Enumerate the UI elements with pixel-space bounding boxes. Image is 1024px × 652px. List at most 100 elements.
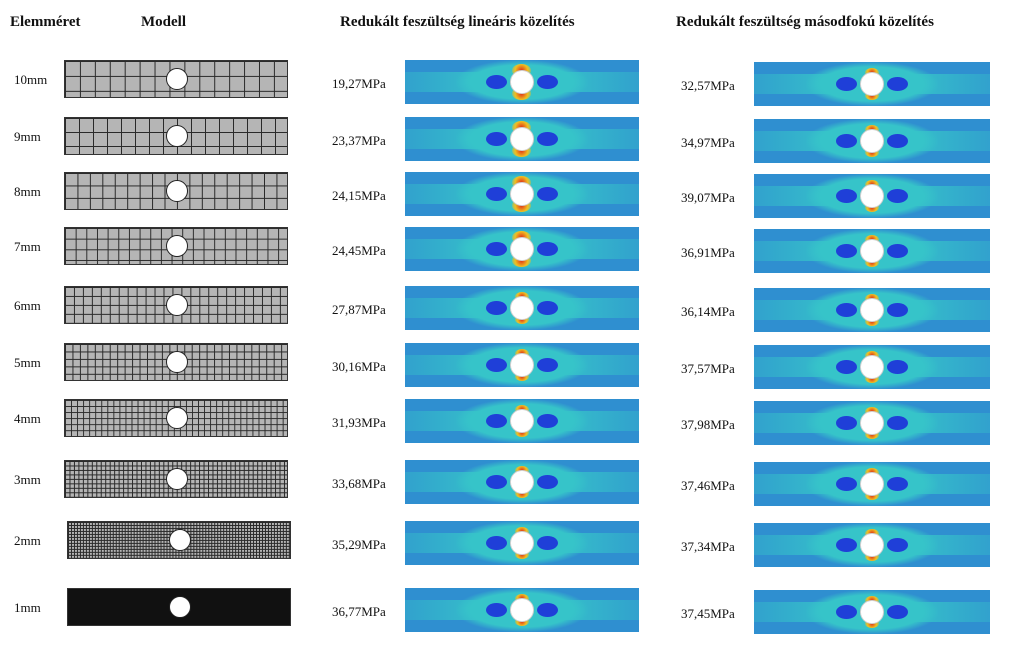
mesh-model [64, 117, 288, 155]
linear-stress-value: 27,87MPa [332, 302, 386, 317]
mesh-model [64, 343, 288, 381]
low-stress-lobe [537, 131, 559, 147]
low-stress-lobe [537, 74, 559, 90]
low-stress-lobe [887, 359, 909, 375]
plate-hole [860, 72, 884, 96]
low-stress-lobe [485, 413, 507, 429]
element-size-label: 8mm [14, 184, 41, 199]
low-stress-lobe [537, 357, 559, 373]
low-stress-lobe [537, 474, 559, 490]
linear-stress-plot [405, 227, 639, 271]
linear-stress-value: 24,45MPa [332, 243, 386, 258]
plate-hole [510, 182, 534, 206]
linear-stress-plot [405, 399, 639, 443]
plate-hole [510, 353, 534, 377]
plate-hole [860, 184, 884, 208]
low-stress-lobe [887, 133, 909, 149]
low-stress-lobe [485, 241, 507, 257]
linear-stress-value: 24,15MPa [332, 188, 386, 203]
plate-hole [860, 472, 884, 496]
mesh-model [67, 588, 291, 626]
low-stress-lobe [537, 241, 559, 257]
element-size-label: 1mm [14, 600, 41, 615]
mesh-model [64, 227, 288, 265]
low-stress-lobe [485, 535, 507, 551]
low-stress-lobe [537, 535, 559, 551]
header-element-size: Elemméret [10, 14, 81, 30]
mesh-hole [169, 529, 191, 551]
plate-hole [860, 411, 884, 435]
low-stress-lobe [537, 300, 559, 316]
low-stress-lobe [835, 359, 857, 375]
low-stress-lobe [537, 186, 559, 202]
quadratic-stress-value: 37,98MPa [681, 417, 735, 432]
low-stress-lobe [485, 300, 507, 316]
mesh-hole [166, 294, 188, 316]
plate-hole [860, 600, 884, 624]
quadratic-stress-value: 37,57MPa [681, 361, 735, 376]
plate-hole [510, 470, 534, 494]
low-stress-lobe [887, 415, 909, 431]
low-stress-lobe [887, 302, 909, 318]
low-stress-lobe [835, 302, 857, 318]
low-stress-lobe [887, 476, 909, 492]
quadratic-stress-plot [754, 229, 990, 273]
low-stress-lobe [887, 537, 909, 553]
plate-hole [860, 239, 884, 263]
low-stress-lobe [485, 131, 507, 147]
linear-stress-plot [405, 343, 639, 387]
header-model: Modell [141, 14, 186, 30]
quadratic-stress-plot [754, 345, 990, 389]
plate-hole [860, 355, 884, 379]
linear-stress-plot [405, 521, 639, 565]
linear-stress-plot [405, 588, 639, 632]
mesh-hole [166, 407, 188, 429]
low-stress-lobe [485, 602, 507, 618]
mesh-model [64, 60, 288, 98]
linear-stress-value: 33,68MPa [332, 476, 386, 491]
low-stress-lobe [835, 476, 857, 492]
mesh-hole [166, 468, 188, 490]
quadratic-stress-value: 36,14MPa [681, 304, 735, 319]
mesh-hole [169, 596, 191, 618]
element-size-label: 3mm [14, 472, 41, 487]
plate-hole [860, 533, 884, 557]
plate-hole [860, 129, 884, 153]
linear-stress-plot [405, 60, 639, 104]
low-stress-lobe [835, 188, 857, 204]
low-stress-lobe [485, 474, 507, 490]
mesh-hole [166, 351, 188, 373]
linear-stress-value: 36,77MPa [332, 604, 386, 619]
quadratic-stress-plot [754, 288, 990, 332]
low-stress-lobe [887, 243, 909, 259]
linear-stress-value: 19,27MPa [332, 76, 386, 91]
quadratic-stress-value: 32,57MPa [681, 78, 735, 93]
header-linear: Redukált feszültség lineáris közelítés [340, 14, 575, 30]
plate-hole [510, 409, 534, 433]
low-stress-lobe [537, 413, 559, 429]
mesh-model [64, 399, 288, 437]
mesh-hole [166, 180, 188, 202]
quadratic-stress-value: 37,34MPa [681, 539, 735, 554]
quadratic-stress-plot [754, 462, 990, 506]
linear-stress-plot [405, 286, 639, 330]
low-stress-lobe [887, 76, 909, 92]
linear-stress-plot [405, 117, 639, 161]
mesh-hole [166, 125, 188, 147]
quadratic-stress-plot [754, 174, 990, 218]
linear-stress-plot [405, 460, 639, 504]
mesh-hole [166, 235, 188, 257]
low-stress-lobe [835, 537, 857, 553]
linear-stress-plot [405, 172, 639, 216]
linear-stress-value: 30,16MPa [332, 359, 386, 374]
quadratic-stress-plot [754, 62, 990, 106]
element-size-label: 10mm [14, 72, 48, 87]
low-stress-lobe [485, 357, 507, 373]
low-stress-lobe [485, 74, 507, 90]
plate-hole [510, 598, 534, 622]
element-size-label: 7mm [14, 239, 41, 254]
mesh-model [64, 172, 288, 210]
low-stress-lobe [537, 602, 559, 618]
quadratic-stress-value: 37,45MPa [681, 606, 735, 621]
element-size-label: 6mm [14, 298, 41, 313]
